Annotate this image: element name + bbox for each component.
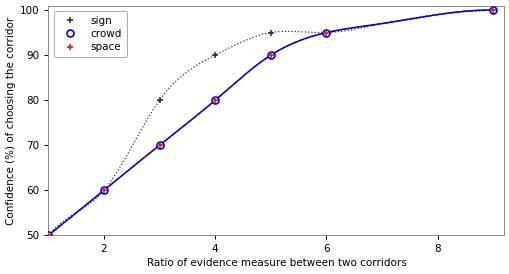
sign [156, 98, 162, 102]
crowd [156, 144, 162, 147]
space [489, 8, 495, 12]
sign [45, 234, 51, 237]
crowd [489, 8, 495, 12]
crowd [212, 98, 218, 102]
crowd [267, 53, 273, 57]
Line: sign: sign [45, 7, 496, 239]
crowd [45, 234, 51, 237]
sign [323, 31, 329, 34]
space [212, 98, 218, 102]
crowd [101, 189, 107, 192]
sign [267, 31, 273, 34]
Line: crowd: crowd [45, 7, 496, 239]
X-axis label: Ratio of evidence measure between two corridors: Ratio of evidence measure between two co… [146, 258, 406, 269]
space [267, 53, 273, 57]
space [323, 31, 329, 34]
Line: space: space [45, 7, 496, 239]
space [101, 189, 107, 192]
sign [489, 8, 495, 12]
space [45, 234, 51, 237]
Legend: sign, crowd, space: sign, crowd, space [53, 11, 126, 58]
crowd [323, 31, 329, 34]
sign [212, 53, 218, 57]
space [156, 144, 162, 147]
sign [101, 189, 107, 192]
Y-axis label: Confidence (%) of choosing the corridor: Confidence (%) of choosing the corridor [6, 16, 16, 224]
